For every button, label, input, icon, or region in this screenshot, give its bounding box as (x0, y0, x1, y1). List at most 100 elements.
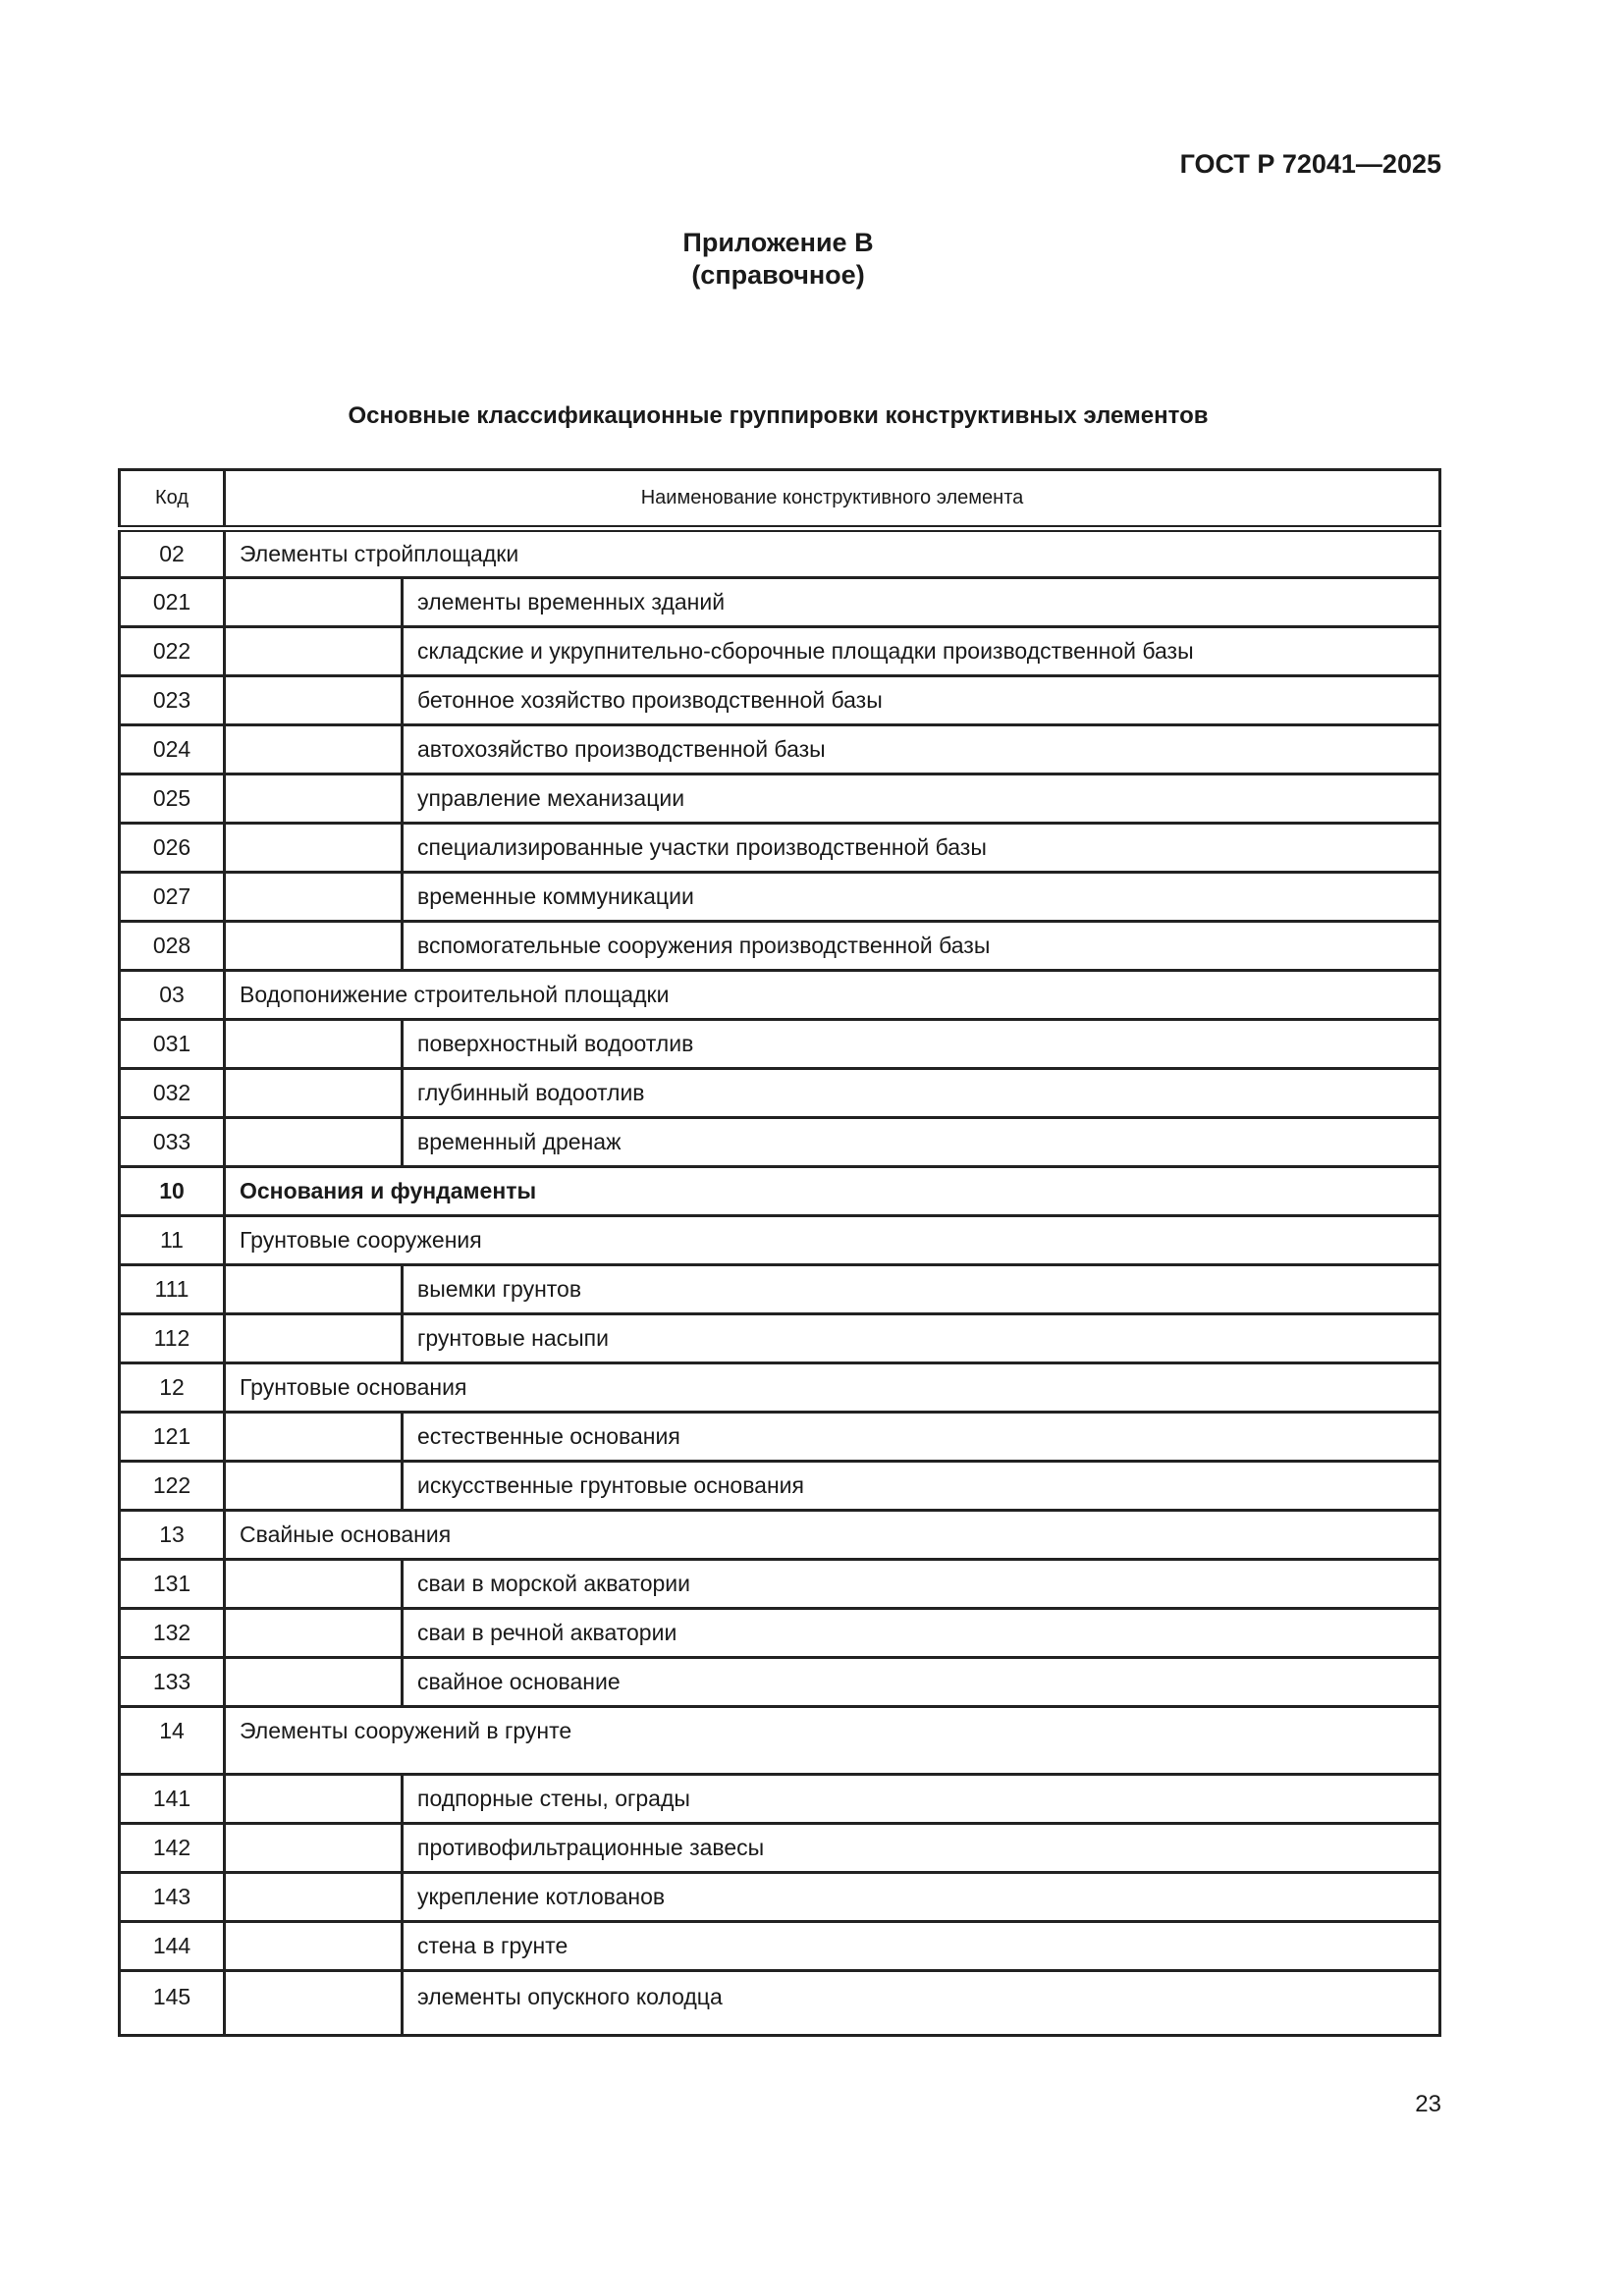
row-code: 10 (118, 1165, 226, 1217)
row-code: 132 (118, 1607, 226, 1659)
row-name: временный дренаж (401, 1116, 1441, 1168)
row-name: сваи в морской акватории (401, 1558, 1441, 1610)
row-name: элементы опускного колодца (401, 1969, 1441, 2037)
row-code: 023 (118, 674, 226, 726)
indent-cell (223, 1920, 404, 1972)
table-row: 025 управление механизации (118, 773, 1441, 825)
table-row: 10 Основания и фундаменты (118, 1165, 1441, 1217)
row-name: укрепление котлованов (401, 1871, 1441, 1923)
table-row: 021 элементы временных зданий (118, 576, 1441, 628)
row-code: 145 (118, 1969, 226, 2037)
row-code: 131 (118, 1558, 226, 1610)
row-name: бетонное хозяйство производственной базы (401, 674, 1441, 726)
table-row: 022 складские и укрупнительно-сборочные п… (118, 625, 1441, 677)
row-code: 142 (118, 1822, 226, 1874)
row-name: Элементы сооружений в грунте (223, 1705, 1441, 1776)
table-row: 144 стена в грунте (118, 1920, 1441, 1972)
column-header-name: Наименование конструктивного элемента (223, 468, 1441, 532)
indent-cell (223, 1263, 404, 1315)
document-code: ГОСТ Р 72041—2025 (1179, 149, 1441, 179)
row-code: 031 (118, 1018, 226, 1070)
row-code: 143 (118, 1871, 226, 1923)
table-row: 133 свайное основание (118, 1656, 1441, 1708)
table-row: 031 поверхностный водоотлив (118, 1018, 1441, 1070)
table-row: 131 сваи в морской акватории (118, 1558, 1441, 1610)
row-name: складские и укрупнительно-сборочные площ… (401, 625, 1441, 677)
indent-cell (223, 1969, 404, 2037)
indent-cell (223, 723, 404, 775)
row-name: грунтовые насыпи (401, 1312, 1441, 1364)
row-name: глубинный водоотлив (401, 1067, 1441, 1119)
indent-cell (223, 1656, 404, 1708)
indent-cell (223, 1871, 404, 1923)
table-row: 122 искусственные грунтовые основания (118, 1460, 1441, 1512)
table-row: 11 Грунтовые сооружения (118, 1214, 1441, 1266)
row-name: Элементы стройплощадки (223, 527, 1441, 579)
row-name: Свайные основания (223, 1509, 1441, 1561)
table-row: 02 Элементы стройплощадки (118, 527, 1441, 579)
row-name: выемки грунтов (401, 1263, 1441, 1315)
row-name: сваи в речной акватории (401, 1607, 1441, 1659)
table-row: 141 подпорные стены, ограды (118, 1773, 1441, 1825)
table-row: 12 Грунтовые основания (118, 1362, 1441, 1414)
table-row: 024 автохозяйство производственной базы (118, 723, 1441, 775)
appendix-subtitle: (справочное) (691, 260, 865, 290)
row-code: 133 (118, 1656, 226, 1708)
indent-cell (223, 1067, 404, 1119)
row-code: 13 (118, 1509, 226, 1561)
table-row: 132 сваи в речной акватории (118, 1607, 1441, 1659)
row-code: 03 (118, 969, 226, 1021)
row-code: 025 (118, 773, 226, 825)
row-code: 12 (118, 1362, 226, 1414)
table-title: Основные классификационные группировки к… (348, 402, 1209, 429)
table-row: 028 вспомогательные сооружения производст… (118, 920, 1441, 972)
row-code: 032 (118, 1067, 226, 1119)
indent-cell (223, 576, 404, 628)
row-name: автохозяйство производственной базы (401, 723, 1441, 775)
row-code: 022 (118, 625, 226, 677)
row-name: вспомогательные сооружения производствен… (401, 920, 1441, 972)
table-header-row: Код Наименование конструктивного элемент… (118, 468, 1441, 532)
indent-cell (223, 1460, 404, 1512)
row-code: 141 (118, 1773, 226, 1825)
indent-cell (223, 822, 404, 874)
indent-cell (223, 871, 404, 923)
row-name: Водопонижение строительной площадки (223, 969, 1441, 1021)
column-header-code: Код (118, 468, 226, 532)
row-name: Грунтовые сооружения (223, 1214, 1441, 1266)
indent-cell (223, 1822, 404, 1874)
row-code: 028 (118, 920, 226, 972)
indent-cell (223, 920, 404, 972)
indent-cell (223, 1312, 404, 1364)
indent-cell (223, 674, 404, 726)
indent-cell (223, 773, 404, 825)
table-row: 033 временный дренаж (118, 1116, 1441, 1168)
row-code: 11 (118, 1214, 226, 1266)
table-row: 026 специализированные участки производст… (118, 822, 1441, 874)
row-name: временные коммуникации (401, 871, 1441, 923)
table-row: 027 временные коммуникации (118, 871, 1441, 923)
table-row: 03 Водопонижение строительной площадки (118, 969, 1441, 1021)
row-code: 027 (118, 871, 226, 923)
row-name: управление механизации (401, 773, 1441, 825)
row-name: Основания и фундаменты (223, 1165, 1441, 1217)
indent-cell (223, 1607, 404, 1659)
indent-cell (223, 1558, 404, 1610)
row-code: 026 (118, 822, 226, 874)
row-name: Грунтовые основания (223, 1362, 1441, 1414)
indent-cell (223, 1018, 404, 1070)
table-row: 142 противофильтрационные завесы (118, 1822, 1441, 1874)
table-row: 111 выемки грунтов (118, 1263, 1441, 1315)
row-code: 144 (118, 1920, 226, 1972)
row-name: специализированные участки производствен… (401, 822, 1441, 874)
row-code: 024 (118, 723, 226, 775)
indent-cell (223, 1773, 404, 1825)
row-code: 122 (118, 1460, 226, 1512)
row-name: подпорные стены, ограды (401, 1773, 1441, 1825)
row-name: естественные основания (401, 1411, 1441, 1463)
row-name: поверхностный водоотлив (401, 1018, 1441, 1070)
row-name: стена в грунте (401, 1920, 1441, 1972)
row-code: 121 (118, 1411, 226, 1463)
row-code: 02 (118, 527, 226, 579)
row-name: свайное основание (401, 1656, 1441, 1708)
